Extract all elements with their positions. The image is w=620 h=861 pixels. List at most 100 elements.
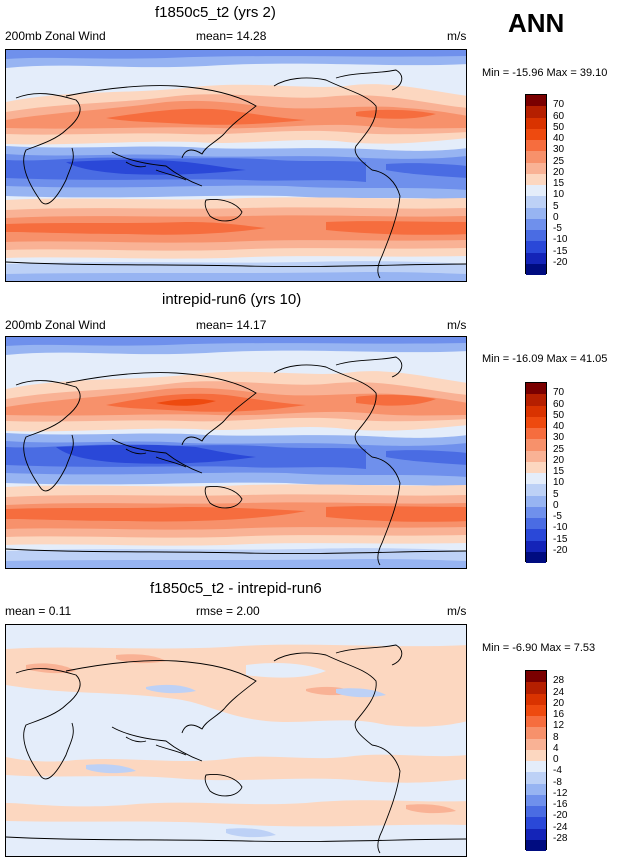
colorbar-tick-label: -5 bbox=[553, 223, 562, 234]
panel-3-minmax: Min = -6.90 Max = 7.53 bbox=[482, 642, 596, 654]
colorbar-swatch bbox=[526, 794, 546, 806]
colorbar-tick-label: 60 bbox=[553, 110, 565, 122]
colorbar-swatch bbox=[526, 162, 546, 174]
colorbar-swatch bbox=[526, 394, 546, 406]
panel-3-map bbox=[5, 624, 467, 857]
panel-2-minmax: Min = -16.09 Max = 41.05 bbox=[482, 353, 608, 365]
colorbar-tick-label: 0 bbox=[553, 211, 559, 223]
colorbar-swatch bbox=[526, 806, 546, 818]
panel-2-mean: mean= 14.17 bbox=[196, 318, 267, 332]
colorbar-swatch bbox=[526, 473, 546, 485]
panel-3-colorbar bbox=[525, 670, 547, 851]
colorbar-tick-label: 16 bbox=[553, 709, 565, 720]
colorbar-tick-label: 4 bbox=[553, 742, 559, 754]
colorbar-tick-label: -4 bbox=[553, 765, 562, 777]
colorbar-swatch bbox=[526, 540, 546, 552]
colorbar-tick-label: 30 bbox=[553, 144, 565, 156]
colorbar-tick-label: 8 bbox=[553, 731, 559, 743]
colorbar-tick-label: 70 bbox=[553, 387, 565, 399]
colorbar-swatch bbox=[526, 461, 546, 473]
colorbar-tick-label: -28 bbox=[553, 832, 568, 844]
colorbar-swatch bbox=[526, 428, 546, 440]
panel-1-colorbar bbox=[525, 94, 547, 275]
colorbar-tick-label: 5 bbox=[553, 488, 559, 500]
colorbar-swatch bbox=[526, 95, 546, 107]
panel-1-units: m/s bbox=[447, 29, 467, 43]
panel-1-mean: mean= 14.28 bbox=[196, 29, 267, 43]
colorbar-tick-label: 50 bbox=[553, 121, 565, 133]
panel-2-title: intrepid-run6 (yrs 10) bbox=[162, 291, 302, 308]
colorbar-tick-label: 25 bbox=[553, 443, 565, 455]
colorbar-swatch bbox=[526, 749, 546, 761]
colorbar-swatch bbox=[526, 783, 546, 795]
colorbar-swatch bbox=[526, 682, 546, 694]
colorbar-swatch bbox=[526, 196, 546, 208]
colorbar-swatch bbox=[526, 716, 546, 728]
panel-3-rmse: rmse = 2.00 bbox=[196, 604, 260, 618]
colorbar-tick-label: 28 bbox=[553, 675, 565, 687]
panel-3-title: f1850c5_t2 - intrepid-run6 bbox=[150, 580, 322, 597]
colorbar-tick-label: 12 bbox=[553, 720, 565, 732]
colorbar-tick-label: 10 bbox=[553, 477, 565, 489]
panel-3-mean: mean = 0.11 bbox=[5, 604, 72, 618]
colorbar-swatch bbox=[526, 704, 546, 716]
colorbar-tick-label: 20 bbox=[553, 697, 565, 709]
colorbar-swatch bbox=[526, 173, 546, 185]
colorbar-swatch bbox=[526, 218, 546, 230]
colorbar-swatch bbox=[526, 727, 546, 739]
panel-2-field-label: 200mb Zonal Wind bbox=[5, 318, 106, 332]
colorbar-swatch bbox=[526, 117, 546, 129]
colorbar-swatch bbox=[526, 839, 546, 851]
colorbar-swatch bbox=[526, 106, 546, 118]
colorbar-tick-label: -15 bbox=[553, 245, 568, 257]
colorbar-swatch bbox=[526, 518, 546, 530]
colorbar-swatch bbox=[526, 241, 546, 253]
colorbar-swatch bbox=[526, 151, 546, 163]
panel-2-map bbox=[5, 336, 467, 569]
colorbar-swatch bbox=[526, 693, 546, 705]
colorbar-swatch bbox=[526, 484, 546, 496]
colorbar-swatch bbox=[526, 551, 546, 563]
colorbar-swatch bbox=[526, 405, 546, 417]
panel-1-field-label: 200mb Zonal Wind bbox=[5, 29, 106, 43]
panel-2-units: m/s bbox=[447, 318, 467, 332]
colorbar-tick-label: 30 bbox=[553, 432, 565, 444]
colorbar-tick-label: -10 bbox=[553, 522, 568, 534]
colorbar-swatch bbox=[526, 529, 546, 541]
colorbar-tick-label: 40 bbox=[553, 133, 565, 144]
colorbar-swatch bbox=[526, 263, 546, 275]
colorbar-tick-label: 15 bbox=[553, 466, 565, 477]
colorbar-swatch bbox=[526, 140, 546, 152]
colorbar-tick-label: 15 bbox=[553, 178, 565, 189]
colorbar-swatch bbox=[526, 207, 546, 219]
colorbar-tick-label: 25 bbox=[553, 155, 565, 167]
panel-1-minmax: Min = -15.96 Max = 39.10 bbox=[482, 67, 608, 79]
colorbar-tick-label: -15 bbox=[553, 533, 568, 545]
colorbar-tick-label: 0 bbox=[553, 754, 559, 765]
colorbar-swatch bbox=[526, 761, 546, 773]
panel-3-units: m/s bbox=[447, 604, 467, 618]
colorbar-swatch bbox=[526, 828, 546, 840]
colorbar-tick-label: -20 bbox=[553, 256, 568, 268]
colorbar-tick-label: 10 bbox=[553, 189, 565, 201]
colorbar-tick-label: -8 bbox=[553, 776, 562, 788]
panel-1-map bbox=[5, 49, 467, 282]
panel-1-title: f1850c5_t2 (yrs 2) bbox=[155, 4, 276, 21]
colorbar-swatch bbox=[526, 772, 546, 784]
colorbar-tick-label: 70 bbox=[553, 99, 565, 111]
colorbar-swatch bbox=[526, 817, 546, 829]
colorbar-swatch bbox=[526, 252, 546, 264]
colorbar-tick-label: 40 bbox=[553, 421, 565, 432]
colorbar-tick-label: -16 bbox=[553, 799, 568, 810]
colorbar-tick-label: 20 bbox=[553, 166, 565, 178]
colorbar-tick-label: 50 bbox=[553, 409, 565, 421]
colorbar-swatch bbox=[526, 450, 546, 462]
colorbar-tick-label: 60 bbox=[553, 398, 565, 410]
colorbar-swatch bbox=[526, 671, 546, 683]
colorbar-swatch bbox=[526, 439, 546, 451]
colorbar-swatch bbox=[526, 128, 546, 140]
colorbar-swatch bbox=[526, 383, 546, 395]
colorbar-tick-label: -20 bbox=[553, 810, 568, 822]
colorbar-tick-label: 5 bbox=[553, 200, 559, 212]
colorbar-tick-label: -5 bbox=[553, 511, 562, 522]
